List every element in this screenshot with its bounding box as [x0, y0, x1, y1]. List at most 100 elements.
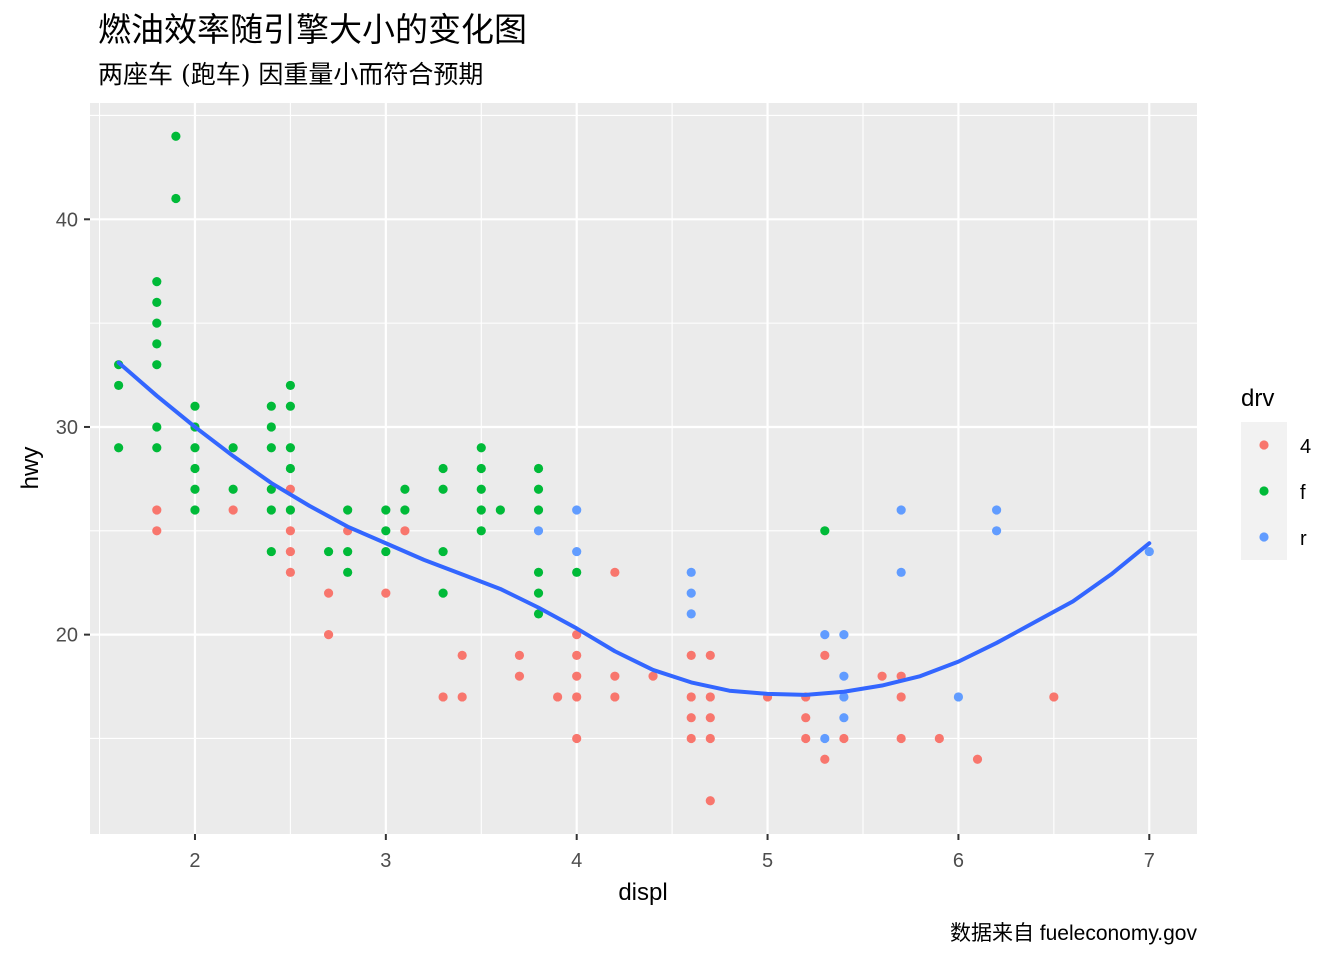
x-axis-label: displ	[618, 879, 667, 906]
data-point-4	[438, 692, 448, 702]
data-point-f	[114, 443, 124, 453]
data-point-4	[705, 796, 715, 806]
data-point-r	[686, 567, 696, 577]
data-point-r	[839, 630, 849, 640]
data-point-f	[171, 193, 181, 204]
data-point-r	[953, 692, 964, 702]
data-point-f	[190, 484, 200, 494]
grid-lines	[90, 103, 1197, 834]
data-point-4	[400, 526, 410, 536]
data-point-4	[934, 733, 944, 744]
data-point-f	[533, 463, 544, 474]
data-point-f	[476, 484, 486, 494]
data-point-4	[705, 713, 715, 723]
data-point-f	[533, 609, 544, 619]
data-point-4	[705, 692, 715, 702]
data-point-4	[896, 733, 906, 744]
data-point-f	[343, 505, 353, 515]
data-point-r	[896, 505, 906, 515]
data-point-4	[323, 588, 334, 598]
legend-label-f: f	[1300, 482, 1306, 504]
data-point-r	[820, 733, 830, 744]
data-point-f	[285, 380, 296, 391]
data-point-f	[190, 505, 200, 515]
data-point-f	[476, 526, 486, 536]
data-point-4	[972, 754, 983, 764]
data-point-4	[686, 692, 696, 702]
data-point-4	[323, 630, 334, 640]
data-point-r	[839, 671, 849, 681]
data-point-f	[152, 422, 162, 432]
data-point-f	[476, 505, 486, 515]
data-point-f	[438, 588, 448, 598]
data-point-f	[476, 443, 486, 453]
data-point-f	[381, 546, 391, 557]
data-point-r	[820, 630, 830, 640]
data-point-4	[514, 671, 525, 681]
data-point-4	[686, 733, 696, 744]
data-point-f	[190, 443, 200, 453]
smooth-line	[116, 360, 1152, 697]
data-point-f	[285, 401, 296, 411]
data-point-4	[686, 713, 696, 723]
chart-caption: 数据来自 fueleconomy.gov	[950, 922, 1198, 945]
data-point-f	[533, 484, 544, 494]
y-axis-label: hwy	[17, 447, 44, 490]
data-point-r	[896, 567, 906, 577]
data-point-f	[190, 401, 200, 411]
x-tick-label: 4	[571, 850, 582, 872]
legend-swatch-4	[1259, 440, 1269, 450]
data-point-4	[705, 650, 715, 661]
x-tick-label: 6	[953, 850, 964, 872]
smooth-trend-line	[116, 360, 1152, 697]
data-point-f	[285, 463, 296, 474]
data-point-f	[190, 463, 200, 474]
data-point-f	[323, 546, 334, 557]
data-point-r	[572, 505, 582, 515]
data-point-4	[152, 526, 162, 536]
data-point-f	[285, 443, 296, 453]
data-point-f	[285, 505, 296, 515]
data-point-f	[152, 339, 162, 349]
data-point-4	[457, 650, 467, 661]
data-point-f	[114, 380, 124, 391]
data-point-4	[572, 650, 582, 661]
legend-swatch-r	[1259, 532, 1269, 542]
data-point-f	[266, 422, 276, 432]
data-point-r	[572, 546, 582, 557]
data-point-4	[285, 546, 296, 557]
data-point-f	[438, 463, 448, 474]
data-point-f	[152, 318, 162, 328]
data-point-4	[285, 567, 296, 577]
x-tick-labels: 2 3 4 5 6 7	[189, 834, 1155, 872]
data-point-f	[343, 546, 353, 557]
data-point-4	[820, 754, 830, 764]
x-tick-label: 2	[189, 850, 200, 872]
data-point-f	[152, 297, 162, 307]
x-tick-label: 3	[380, 850, 391, 872]
data-point-f	[381, 505, 391, 515]
data-point-4	[705, 733, 715, 744]
data-point-f	[400, 505, 410, 515]
data-point-f	[266, 484, 276, 494]
data-point-4	[648, 671, 658, 681]
data-point-f	[266, 505, 276, 515]
y-tick-label: 20	[56, 625, 78, 647]
data-point-4	[285, 526, 296, 536]
data-point-4	[877, 671, 887, 681]
data-point-f	[266, 401, 276, 411]
data-point-f	[438, 546, 448, 557]
data-point-f	[572, 567, 582, 577]
data-point-r	[1144, 546, 1154, 557]
y-tick-label: 40	[56, 209, 78, 231]
data-points	[114, 131, 1154, 806]
y-tick-labels: 20 30 40	[56, 209, 90, 647]
data-point-4	[801, 713, 811, 723]
data-point-4	[553, 692, 563, 702]
data-point-r	[991, 505, 1002, 515]
x-tick-label: 5	[762, 850, 773, 872]
data-point-4	[610, 671, 620, 681]
data-point-4	[839, 733, 849, 744]
data-point-f	[400, 484, 410, 494]
data-point-4	[572, 671, 582, 681]
